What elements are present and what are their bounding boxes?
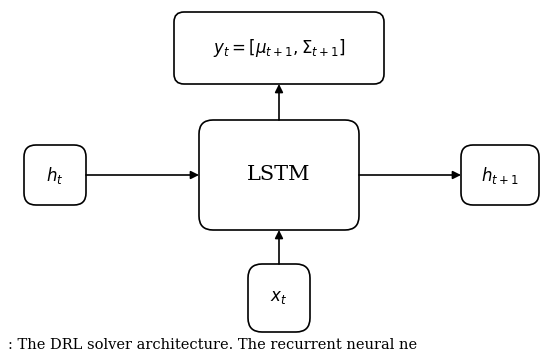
FancyBboxPatch shape — [199, 120, 359, 230]
FancyBboxPatch shape — [24, 145, 86, 205]
FancyBboxPatch shape — [461, 145, 539, 205]
Text: $h_t$: $h_t$ — [46, 164, 64, 186]
Text: LSTM: LSTM — [247, 165, 311, 184]
FancyBboxPatch shape — [174, 12, 384, 84]
Text: $h_{t+1}$: $h_{t+1}$ — [481, 164, 519, 186]
FancyBboxPatch shape — [248, 264, 310, 332]
Text: : The DRL solver architecture. The recurrent neural ne: : The DRL solver architecture. The recur… — [8, 338, 417, 352]
Text: $y_t = [\mu_{t+1}, \Sigma_{t+1}]$: $y_t = [\mu_{t+1}, \Sigma_{t+1}]$ — [213, 37, 345, 59]
Text: $x_t$: $x_t$ — [271, 289, 287, 307]
